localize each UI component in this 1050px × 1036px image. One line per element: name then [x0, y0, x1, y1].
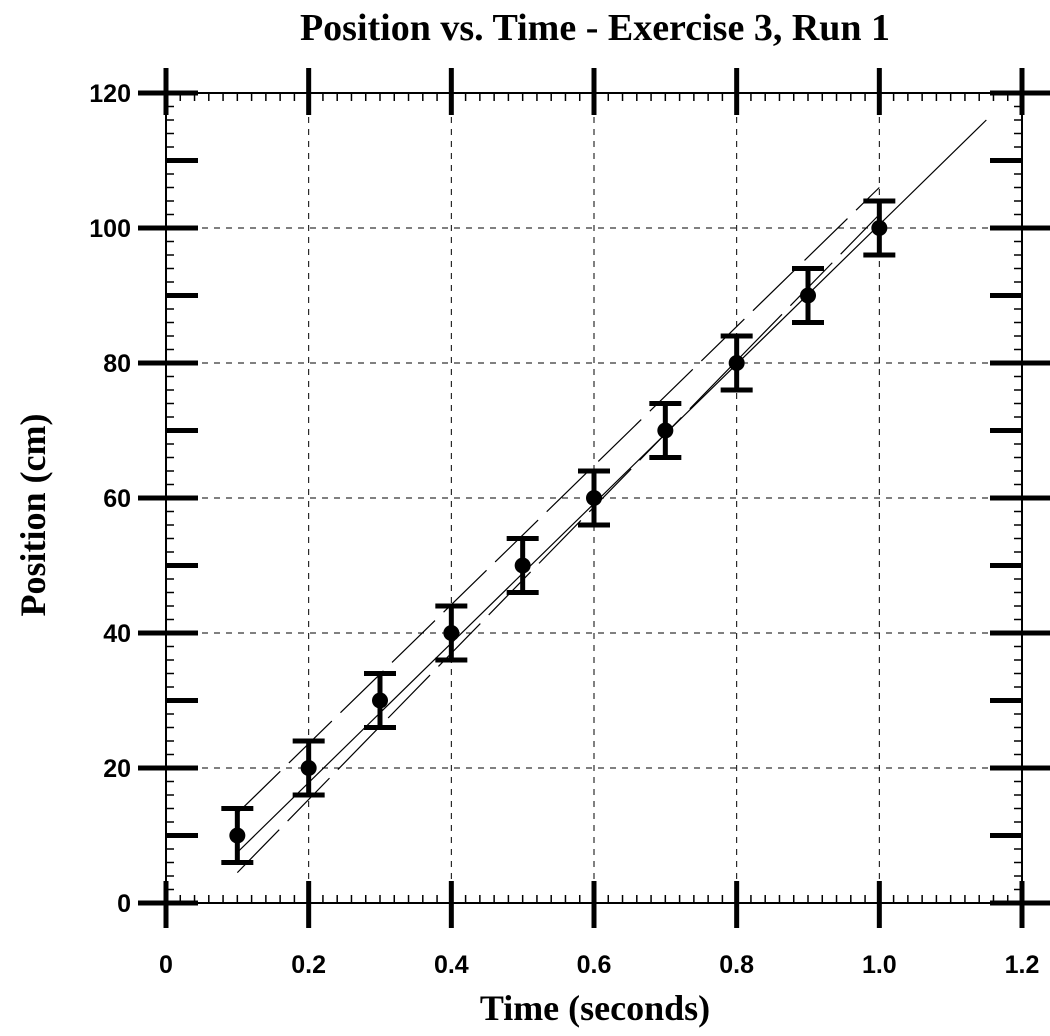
chart-title: Position vs. Time - Exercise 3, Run 1	[300, 7, 890, 49]
fit-bound-line	[236, 187, 880, 814]
x-tick-label: 0.4	[434, 951, 469, 979]
data-point	[586, 490, 602, 506]
data-point	[229, 827, 246, 844]
y-tick-label: 0	[117, 890, 131, 918]
plot-frame	[165, 92, 1023, 904]
y-axis-label: Position (cm)	[13, 414, 53, 617]
y-tick-label: 100	[89, 215, 131, 243]
data-point	[800, 287, 816, 304]
data-point	[300, 760, 317, 776]
data-point	[657, 422, 674, 439]
x-tick-label: 1.0	[862, 951, 897, 979]
data-point	[871, 220, 888, 236]
y-tick-label: 60	[103, 485, 131, 513]
y-tick-label: 80	[103, 350, 131, 378]
data-points	[229, 220, 888, 844]
best-fit-line	[236, 119, 987, 853]
x-tick-label: 0.2	[291, 951, 326, 979]
data-point	[728, 355, 745, 371]
y-tick-labels: 0 20 40 60 80 100 120	[89, 80, 131, 918]
x-tick-labels: 0 0.2 0.4 0.6 0.8 1.0 1.2	[159, 951, 1039, 979]
error-bars	[221, 198, 896, 865]
x-axis-label: Time (seconds)	[480, 988, 710, 1028]
x-tick-label: 0.6	[577, 951, 612, 979]
fit-bound-line	[236, 214, 880, 874]
data-point	[372, 692, 388, 709]
fit-lines	[236, 119, 987, 874]
data-point	[514, 557, 531, 574]
x-tick-label: 0	[159, 951, 173, 979]
y-tick-label: 40	[103, 620, 131, 648]
x-tick-label: 1.2	[1005, 951, 1040, 979]
x-tick-label: 0.8	[719, 951, 754, 979]
y-tick-label: 20	[103, 755, 131, 783]
grid-lines	[166, 93, 1022, 903]
data-point	[443, 625, 460, 641]
y-tick-label: 120	[89, 80, 131, 108]
